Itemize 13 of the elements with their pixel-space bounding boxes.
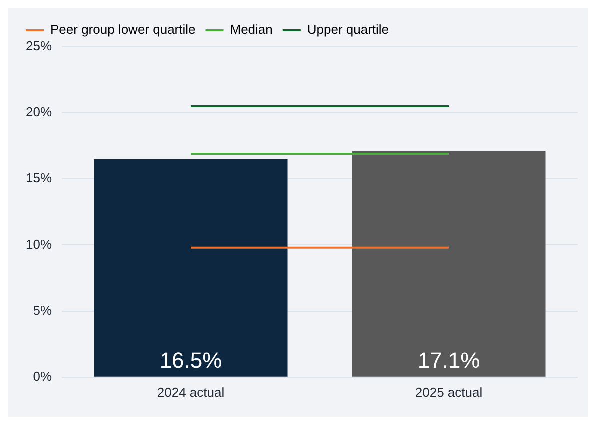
y-tick-label: 15% xyxy=(26,170,52,186)
legend-label: Median xyxy=(230,22,273,38)
legend-label: Peer group lower quartile xyxy=(50,22,196,38)
y-tick-label: 0% xyxy=(33,368,52,384)
y-tick-label: 25% xyxy=(26,38,52,54)
legend-label: Upper quartile xyxy=(307,22,390,38)
y-tick-label: 10% xyxy=(26,236,52,252)
x-tick-label: 2024 actual xyxy=(157,384,225,400)
y-tick-label: 20% xyxy=(26,104,52,120)
data-label: 16.5% xyxy=(160,348,222,373)
data-label: 17.1% xyxy=(418,348,480,373)
x-tick-label: 2025 actual xyxy=(415,384,483,400)
y-tick-label: 5% xyxy=(33,302,52,318)
